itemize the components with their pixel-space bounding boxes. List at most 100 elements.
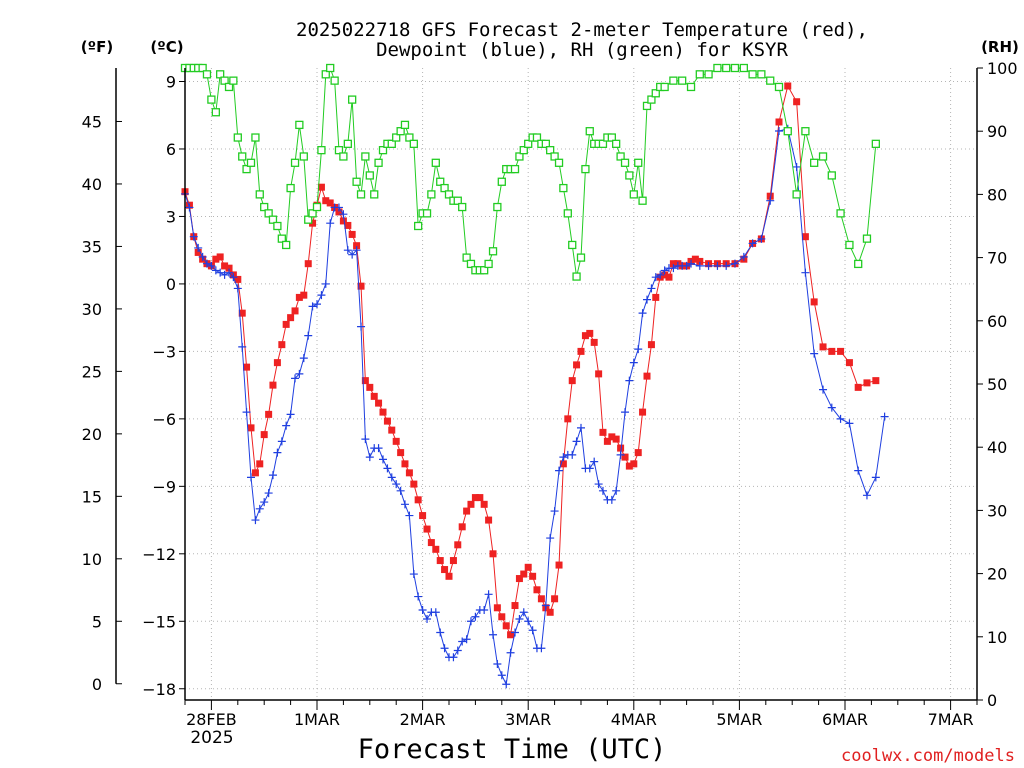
rh-point xyxy=(462,253,471,262)
temperature-point xyxy=(586,329,594,337)
dewpoint-point xyxy=(466,617,475,626)
rh-point xyxy=(216,70,225,79)
rh-point xyxy=(541,139,550,148)
rh-point xyxy=(431,158,440,167)
rh-tick-label: 80 xyxy=(987,185,1007,204)
temperature-point xyxy=(801,233,809,241)
dewpoint-point xyxy=(286,410,295,419)
dewpoint-point xyxy=(198,252,207,261)
rh-tick-label: 90 xyxy=(987,122,1007,141)
temperature-point xyxy=(273,359,281,367)
rh-point xyxy=(326,63,335,73)
rh-point xyxy=(295,120,304,130)
temperature-point xyxy=(603,437,611,445)
temperature-point xyxy=(845,359,853,367)
temperature-point xyxy=(639,408,647,416)
dewpoint-point xyxy=(634,345,643,354)
temperature-point xyxy=(471,494,479,502)
x-tick-label: 7MAR xyxy=(928,710,974,729)
temperature-point xyxy=(414,496,422,504)
temperature-point xyxy=(696,257,704,265)
temperature-point xyxy=(221,262,229,270)
credit-link[interactable]: coolwx.com/models xyxy=(841,746,1015,766)
temperature-point xyxy=(643,372,651,380)
dewpoint-point xyxy=(449,653,458,662)
rh-point xyxy=(766,76,775,85)
rh-point xyxy=(612,139,621,148)
dewpoint-point xyxy=(836,414,845,423)
rh-point xyxy=(818,152,828,161)
temperature-point xyxy=(397,449,405,457)
rh-point xyxy=(810,158,819,167)
temperature-point xyxy=(463,507,471,515)
dewpoint-point xyxy=(528,626,537,635)
temperature-point xyxy=(361,377,369,385)
dewpoint-point xyxy=(295,369,304,378)
fahrenheit-tick-label: 40 xyxy=(82,175,102,194)
dewpoint-point xyxy=(493,660,502,669)
temperature-point xyxy=(260,431,268,439)
dewpoint-point xyxy=(321,279,330,288)
temperature-point xyxy=(353,242,361,250)
dewpoint-point xyxy=(233,284,242,293)
dewpoint-point xyxy=(255,504,264,513)
dewpoint-point xyxy=(625,376,634,385)
temperature-point xyxy=(612,435,620,443)
dewpoint-point xyxy=(216,268,225,277)
temperature-point xyxy=(520,570,528,578)
dewpoint-point xyxy=(511,628,519,637)
dewpoint-point xyxy=(365,453,374,462)
rh-point xyxy=(598,139,608,148)
temperature-point xyxy=(608,433,616,441)
rh-point xyxy=(510,164,520,174)
dewpoint-point xyxy=(414,592,423,601)
temperature-point xyxy=(559,460,567,468)
dewpoint-point xyxy=(497,671,506,680)
temperature-point xyxy=(278,341,286,349)
dewpoint-point xyxy=(827,403,836,412)
temperature-point xyxy=(590,338,598,346)
dewpoint-point xyxy=(277,437,286,446)
rh-tick-label: 10 xyxy=(987,628,1007,647)
temperature-point xyxy=(458,523,466,531)
temperature-point xyxy=(581,332,589,340)
dewpoint-point xyxy=(880,412,889,421)
dewpoint-point xyxy=(348,250,357,259)
rh-point xyxy=(484,259,493,269)
temperature-point xyxy=(282,320,290,328)
rh-point xyxy=(444,190,454,199)
dewpoint-point xyxy=(792,162,801,171)
rh-point xyxy=(220,76,229,85)
temperature-point xyxy=(234,275,242,283)
temperature-point xyxy=(691,255,699,263)
rh-point xyxy=(466,259,476,269)
temperature-point xyxy=(388,426,396,434)
rh-point xyxy=(546,146,555,155)
rh-point xyxy=(387,139,396,148)
dewpoint-point xyxy=(647,284,656,293)
temperature-point xyxy=(445,572,453,580)
rh-point xyxy=(427,190,436,199)
rh-point xyxy=(246,158,256,167)
rh-point xyxy=(713,63,722,73)
rh-point xyxy=(827,171,836,180)
dewpoint-point xyxy=(304,331,313,340)
x-tick-label: 2MAR xyxy=(400,710,446,729)
temperature-point xyxy=(467,500,475,508)
rh-point xyxy=(801,127,810,136)
fahrenheit-tick-label: 10 xyxy=(82,550,102,569)
rh-point xyxy=(488,247,498,256)
tick-labels: −18−15−12−9−6−30369051015202530354045010… xyxy=(82,59,1018,729)
temperature-point xyxy=(533,586,541,594)
temperature-point xyxy=(423,525,431,533)
dewpoint-point xyxy=(211,266,220,275)
dewpoint-point xyxy=(616,450,625,459)
chart-title-line2: Dewpoint (blue), RH (green) for KSYR xyxy=(376,39,788,61)
dewpoint-point xyxy=(392,480,401,489)
dewpoint-point xyxy=(748,239,757,248)
temperature-point xyxy=(265,410,273,418)
x-tick-label: 3MAR xyxy=(505,710,551,729)
x-tick-label: 28FEB xyxy=(186,710,237,729)
